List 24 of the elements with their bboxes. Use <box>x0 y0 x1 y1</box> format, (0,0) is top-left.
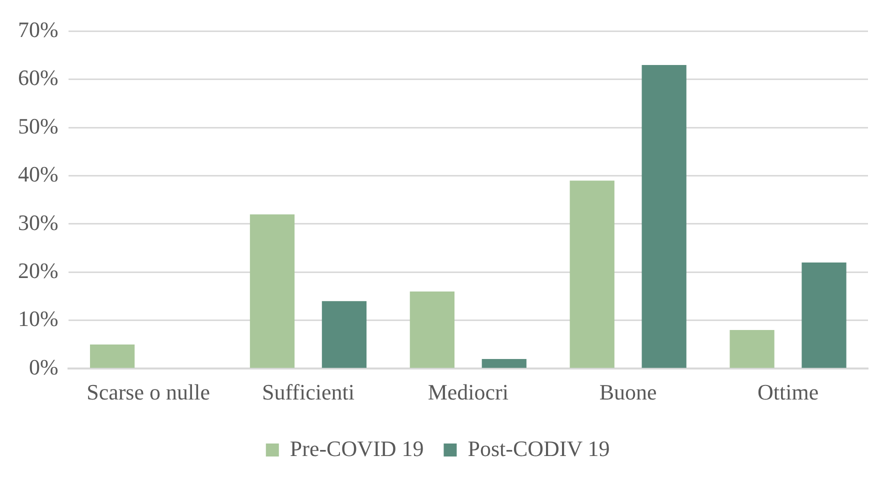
y-tick-label: 60% <box>18 65 58 90</box>
x-tick-label: Sufficienti <box>262 380 354 405</box>
y-tick-label: 50% <box>18 113 58 138</box>
bar <box>410 291 454 368</box>
legend-label: Post-CODIV 19 <box>468 436 610 461</box>
bar <box>90 344 135 368</box>
x-tick-label: Buone <box>599 380 657 405</box>
y-tick-label: 70% <box>18 16 58 42</box>
x-tick-label: Mediocri <box>428 380 508 405</box>
y-tick-label: 20% <box>18 258 58 283</box>
bar <box>482 358 526 368</box>
bar <box>570 180 614 368</box>
y-tick-label: 30% <box>18 210 58 235</box>
bar <box>730 330 774 368</box>
y-tick-label: 40% <box>18 162 58 187</box>
bar <box>322 301 367 368</box>
x-tick-label: Scarse o nulle <box>86 380 210 405</box>
bar <box>642 64 686 368</box>
y-tick-label: 10% <box>18 306 58 332</box>
y-tick-label: 0% <box>29 354 58 380</box>
bar <box>250 214 295 368</box>
x-tick-label: Ottime <box>757 380 819 405</box>
bar <box>802 262 846 368</box>
legend-label: Pre-COVID 19 <box>290 436 424 461</box>
